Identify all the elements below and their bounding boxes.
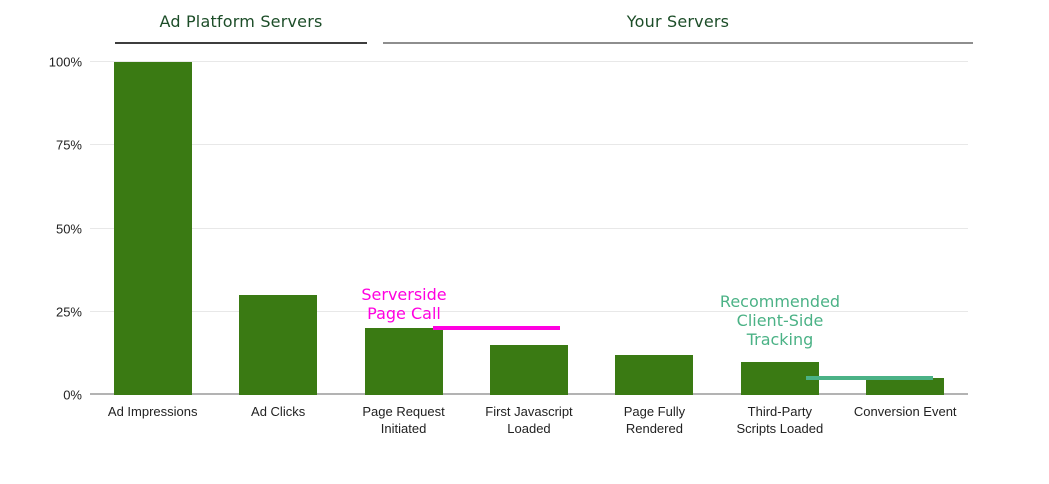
band-third-party-scripts-loaded [717,62,842,395]
bar-first-javascript-loaded [489,345,568,395]
bar-conversion-event [866,378,945,395]
x-label-third-party-scripts-loaded: Third-Party Scripts Loaded [736,404,824,436]
band-conversion-event [843,62,968,395]
band-page-fully-rendered [592,62,717,395]
bar-page-fully-rendered [615,355,694,395]
group-underline-ad-platform-servers [115,42,367,44]
x-label-page-request-initiated: Page Request Initiated [362,404,445,436]
group-header-your-servers: Your Servers [626,12,730,31]
band-ad-clicks [215,62,340,395]
band-first-javascript-loaded [466,62,591,395]
bars [90,62,968,395]
x-label-ad-clicks: Ad Clicks [251,404,306,419]
y-tick-label-0: 0% [63,387,82,403]
y-tick-label-50: 50% [55,221,82,236]
annotation-recommended-client-side-tracking: Recommended Client-Side Tracking [719,292,841,349]
x-label-first-javascript-loaded: First Javascript Loaded [485,404,573,436]
gridline-75 [90,144,968,146]
y-tick-label-75: 75% [55,137,82,153]
gridline-100 [90,61,968,62]
x-label-page-fully-rendered: Page Fully Rendered [623,404,686,436]
y-tick-label-25: 25% [55,304,82,320]
group-header-ad-platform-servers: Ad Platform Servers [159,12,323,31]
bar-page-request-initiated [364,328,443,395]
group-underline-your-servers [383,42,973,44]
annotation-marker-serverside-page-call [433,326,560,331]
y-axis: 0% 25% 50% 75% 100% [0,55,82,403]
band-ad-impressions [90,62,215,395]
bar-ad-clicks [239,295,318,395]
x-label-conversion-event: Conversion Event [853,404,957,419]
band-page-request-initiated [341,62,466,395]
bar-ad-impressions [113,62,192,395]
gridline-25 [90,310,968,312]
plot-area [90,61,968,395]
annotation-marker-recommended-client-side-tracking [806,376,933,381]
annotation-serverside-page-call: Serverside Page Call [361,285,447,323]
x-axis: Ad Impressions Ad Clicks Page Request Initi… [90,403,968,437]
x-label-ad-impressions: Ad Impressions [107,404,198,419]
y-tick-label-100: 100% [48,54,82,70]
gridline-50 [90,227,968,229]
bar-third-party-scripts-loaded [740,361,819,395]
